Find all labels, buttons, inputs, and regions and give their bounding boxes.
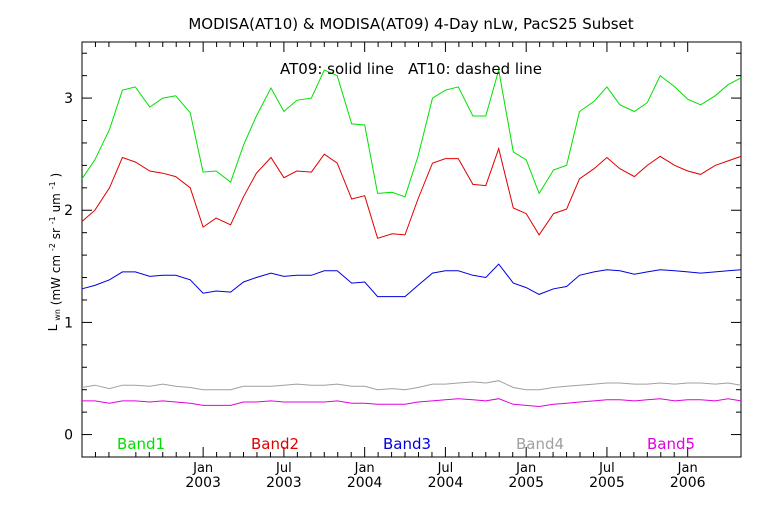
series-line-band4 bbox=[81, 380, 742, 391]
x-tick-month: Jul bbox=[598, 461, 615, 476]
series-line-band2 bbox=[81, 146, 742, 239]
y-label-base: L bbox=[46, 324, 60, 331]
series-line-band1 bbox=[81, 69, 742, 198]
x-tick-month: Jan bbox=[354, 461, 375, 476]
legend: Band1 Band2 Band3 Band4 Band5 bbox=[117, 435, 695, 453]
y-label-close: ) bbox=[49, 173, 63, 178]
chart-title: MODISA(AT10) & MODISA(AT09) 4-Day nLw, P… bbox=[188, 15, 633, 33]
y-label-exp3: -1 bbox=[48, 181, 57, 189]
y-axis-label: L wn (mW cm -2 sr -1 um -1 ) bbox=[44, 173, 63, 331]
legend-band5: Band5 bbox=[647, 435, 695, 453]
x-tick-month: Jul bbox=[275, 461, 292, 476]
y-label-open: (mW cm bbox=[49, 255, 63, 305]
x-tick-month: Jul bbox=[437, 461, 454, 476]
x-tick-month: Jan bbox=[192, 461, 213, 476]
x-tick-year: 2004 bbox=[428, 475, 464, 491]
x-tick-year: 2004 bbox=[347, 475, 383, 491]
y-label-mid1: sr bbox=[49, 228, 63, 239]
y-label-sub: wn bbox=[53, 309, 62, 321]
y-tick-label: 1 bbox=[64, 315, 73, 331]
y-tick-label: 0 bbox=[64, 428, 73, 444]
y-tick-label: 2 bbox=[64, 203, 73, 219]
y-label-mid2: um bbox=[49, 193, 63, 212]
x-tick-year: 2005 bbox=[589, 475, 625, 491]
series-layer bbox=[81, 69, 742, 408]
legend-band3: Band3 bbox=[383, 435, 431, 453]
x-tick-month: Jan bbox=[515, 461, 536, 476]
x-tick-year: 2006 bbox=[670, 475, 706, 491]
x-tick-year: 2003 bbox=[185, 475, 221, 491]
series-line-band3 bbox=[81, 263, 742, 298]
y-label-exp1: -2 bbox=[48, 243, 57, 251]
y-label-exp2: -1 bbox=[48, 216, 57, 224]
x-tick-year: 2003 bbox=[266, 475, 302, 491]
x-tick-month: Jan bbox=[677, 461, 698, 476]
y-axis: 0 1 2 3 bbox=[64, 52, 741, 458]
legend-band2: Band2 bbox=[251, 435, 299, 453]
x-axis: Jan2003Jul2003Jan2004Jul2004Jan2005Jul20… bbox=[81, 42, 706, 491]
legend-band4: Band4 bbox=[516, 435, 564, 453]
x-tick-year: 2005 bbox=[508, 475, 544, 491]
plot-border bbox=[81, 41, 742, 458]
legend-band1: Band1 bbox=[117, 435, 165, 453]
series-line-band5 bbox=[82, 398, 742, 408]
y-tick-label: 3 bbox=[64, 91, 73, 107]
line-style-note: AT09: solid line AT10: dashed line bbox=[280, 60, 542, 78]
plot-frame bbox=[81, 41, 742, 458]
